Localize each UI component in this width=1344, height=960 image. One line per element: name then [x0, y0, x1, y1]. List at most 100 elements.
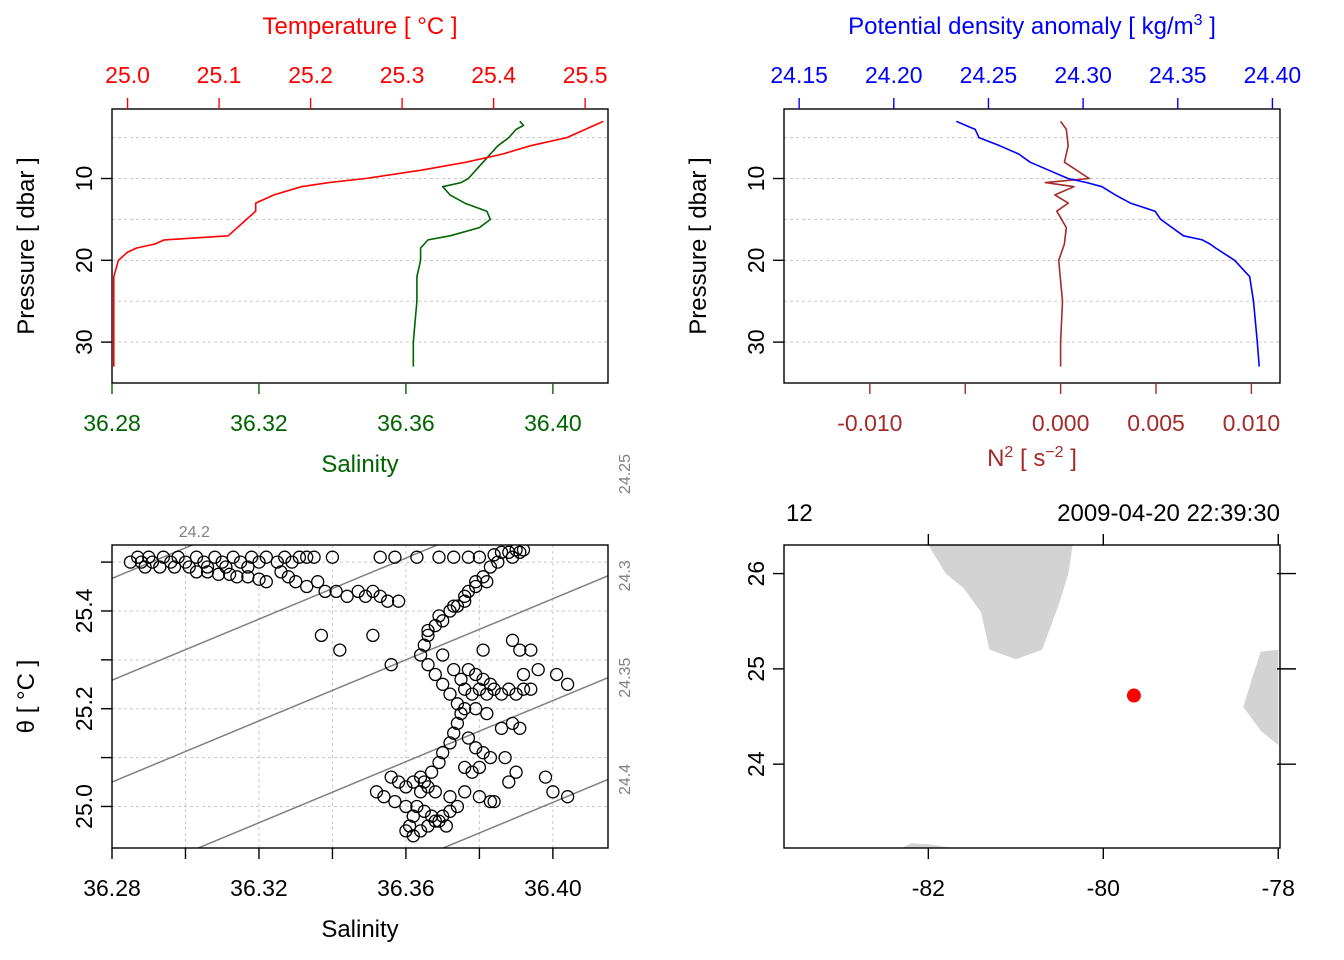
- ts-point: [513, 643, 527, 657]
- plot-frame: [783, 108, 1281, 384]
- ts-point: [318, 584, 332, 599]
- n2-profile-line: [1044, 120, 1090, 367]
- longitude-tick-label: -80: [1087, 875, 1120, 901]
- isopycnal-label: 24.3: [617, 560, 634, 591]
- salinity-tick-label: 36.40: [524, 875, 582, 901]
- density-axis: 24.15 24.20 24.25 24.30 24.35 24.40: [770, 62, 1301, 109]
- density-n2-profile-panel: 24.15 24.20 24.25 24.30 24.35 24.40 -0.010 0.0…: [685, 12, 1301, 472]
- ts-point: [483, 794, 498, 809]
- ts-point: [406, 809, 420, 823]
- theta-tick-label: 25.4: [71, 588, 97, 633]
- map-axes: -82 -80 -78 24 25 26: [743, 534, 1296, 901]
- ts-point: [509, 687, 523, 701]
- ts-point: [502, 775, 516, 789]
- ts-point: [278, 550, 292, 564]
- ts-point: [513, 545, 527, 559]
- isopycnal-line: [112, 575, 608, 783]
- ts-point: [454, 672, 468, 687]
- isopycnal-line: [196, 676, 608, 848]
- ts-point: [458, 702, 472, 716]
- ts-point: [373, 550, 387, 564]
- ts-point: [314, 628, 329, 643]
- ts-point: [472, 760, 487, 775]
- ts-point: [325, 550, 340, 564]
- ts-point: [498, 750, 512, 765]
- n2-tick-label: -0.010: [837, 410, 902, 436]
- ts-point: [399, 799, 413, 814]
- ts-point: [208, 550, 222, 564]
- ts-point: [219, 560, 233, 574]
- salinity-tick-label: 36.40: [524, 410, 582, 436]
- pressure-tick-label: 30: [71, 329, 97, 355]
- ts-point: [171, 550, 185, 564]
- ts-point: [307, 550, 321, 564]
- ts-point: [524, 643, 538, 657]
- ts-point: [428, 667, 442, 682]
- ts-point: [443, 804, 457, 818]
- ts-point: [421, 628, 435, 643]
- density-profile-line: [955, 120, 1260, 367]
- land-polygon: [1243, 649, 1279, 746]
- ts-point: [505, 550, 520, 564]
- ts-point: [483, 560, 498, 574]
- ts-point: [189, 550, 204, 564]
- ts-point: [189, 565, 204, 579]
- ts-point: [560, 677, 575, 691]
- density-tick-label: 24.35: [1149, 62, 1207, 88]
- ts-point: [153, 560, 167, 574]
- ts-point: [285, 555, 299, 569]
- ts-point: [241, 560, 255, 574]
- ts-point: [413, 785, 428, 799]
- ts-point: [413, 824, 428, 838]
- ts-point: [380, 594, 395, 608]
- ts-point: [487, 548, 501, 562]
- ts-point: [252, 572, 266, 586]
- ts-point: [505, 716, 520, 731]
- ts-point: [421, 819, 435, 833]
- plot-frame: [111, 108, 609, 384]
- ts-point: [421, 780, 435, 794]
- ts-point: [516, 545, 531, 557]
- ts-point: [388, 794, 402, 809]
- density-axis-label: Potential density anomaly [ kg/m3 ]: [848, 12, 1216, 40]
- ts-point: [156, 550, 171, 564]
- ts-point: [369, 785, 384, 799]
- pressure-tick-label: 10: [743, 166, 769, 192]
- ts-point: [300, 550, 314, 564]
- ts-point: [476, 643, 490, 657]
- longitude-tick-label: -82: [912, 875, 945, 901]
- ts-point: [289, 575, 303, 589]
- pressure-axis-label: Pressure [ dbar ]: [685, 157, 712, 334]
- ts-point: [458, 594, 472, 608]
- salinity-axis: 36.28 36.32 36.36 36.40: [83, 383, 582, 436]
- pressure-axis-label: Pressure [ dbar ]: [13, 157, 40, 334]
- ts-point: [494, 687, 509, 701]
- ts-point: [252, 555, 266, 569]
- ts-point: [138, 560, 152, 574]
- grid: [784, 137, 1280, 343]
- ts-point: [123, 555, 138, 569]
- ts-point: [377, 790, 391, 804]
- ts-point: [469, 575, 483, 589]
- ts-point: [443, 687, 457, 701]
- ts-point: [469, 579, 483, 594]
- ts-point: [447, 550, 461, 564]
- temperature-axis-label: Temperature [ °C ]: [263, 13, 458, 40]
- salinity-tick-label: 36.28: [83, 410, 141, 436]
- temperature-tick-label: 25.0: [105, 62, 150, 88]
- ts-point: [384, 658, 398, 672]
- station-number: 12: [786, 500, 813, 527]
- temperature-tick-label: 25.1: [197, 62, 242, 88]
- latitude-tick-label: 24: [743, 751, 769, 777]
- ts-point: [410, 799, 424, 814]
- ts-point: [465, 765, 479, 779]
- pressure-tick-label: 20: [71, 248, 97, 274]
- isopycnal-label: 24.2: [179, 524, 210, 541]
- ts-point: [167, 560, 182, 574]
- ts-point: [270, 555, 284, 569]
- ts-point: [538, 770, 553, 784]
- ts-point: [458, 682, 472, 696]
- temperature-tick-label: 25.5: [563, 62, 608, 88]
